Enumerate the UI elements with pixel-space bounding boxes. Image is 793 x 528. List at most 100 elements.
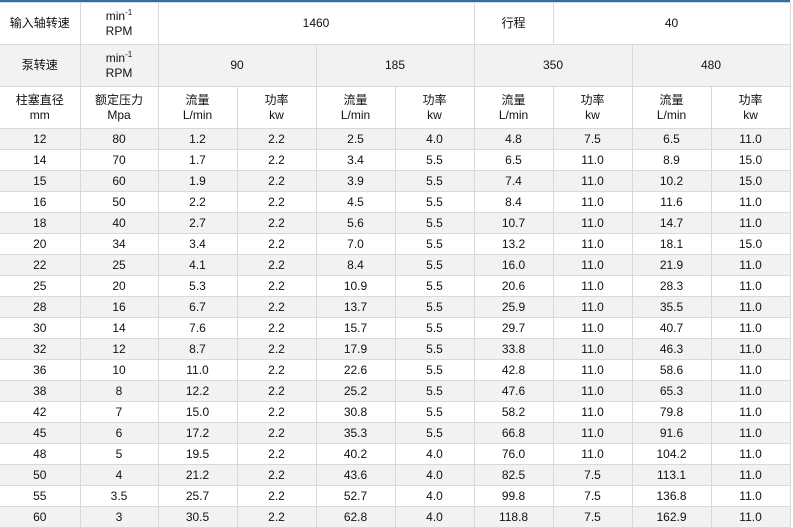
table-row: 50 4 21.2 2.2 43.6 4.0 82.5 7.5 113.1 11.0 [0, 464, 791, 486]
power-cell: 5.5 [394, 338, 475, 360]
power-cell: 4.0 [394, 464, 475, 486]
header-row-columns: 柱塞直径 mm 额定压力 Mpa 流量 L/min 功率 kw 流量 L/min 功率 kw 流量 L… [0, 86, 791, 129]
plunger-diameter-cell: 30 [0, 317, 81, 339]
power-cell: 5.5 [394, 275, 475, 297]
flow-cell: 43.6 [315, 464, 396, 486]
power-cell: 11.0 [552, 422, 633, 444]
flow-cell: 47.6 [473, 380, 554, 402]
power-cell: 5.5 [394, 254, 475, 276]
flow-cell: 42.8 [473, 359, 554, 381]
power-cell: 11.0 [552, 359, 633, 381]
power-cell: 11.0 [552, 233, 633, 255]
rated-pressure-header: 额定压力 Mpa [79, 86, 159, 129]
power-cell: 7.5 [552, 485, 633, 507]
table-row: 20 34 3.4 2.2 7.0 5.5 13.2 11.0 18.1 15.0 [0, 233, 791, 255]
input-speed-value: 1460 [157, 2, 475, 45]
flow-cell: 21.2 [157, 464, 238, 486]
power-cell: 2.2 [236, 233, 317, 255]
power-cell: 2.2 [236, 170, 317, 192]
pump-speed-value: 480 [631, 44, 791, 87]
flow-cell: 40.7 [631, 317, 712, 339]
power-cell: 2.2 [236, 359, 317, 381]
flow-cell: 3.4 [157, 233, 238, 255]
flow-cell: 21.9 [631, 254, 712, 276]
flow-cell: 4.5 [315, 191, 396, 213]
flow-cell: 25.2 [315, 380, 396, 402]
power-cell: 11.0 [710, 380, 791, 402]
flow-cell: 4.1 [157, 254, 238, 276]
table-row: 55 3.5 25.7 2.2 52.7 4.0 99.8 7.5 136.8 11.0 [0, 485, 791, 507]
flow-cell: 8.4 [315, 254, 396, 276]
flow-cell: 15.7 [315, 317, 396, 339]
flow-cell: 2.5 [315, 128, 396, 150]
flow-cell: 1.9 [157, 170, 238, 192]
table-row: 25 20 5.3 2.2 10.9 5.5 20.6 11.0 28.3 11.0 [0, 275, 791, 297]
power-cell: 11.0 [710, 212, 791, 234]
plunger-diameter-cell: 14 [0, 149, 81, 171]
flow-cell: 58.2 [473, 401, 554, 423]
power-cell: 2.2 [236, 464, 317, 486]
flow-cell: 66.8 [473, 422, 554, 444]
flow-cell: 15.0 [157, 401, 238, 423]
flow-cell: 8.9 [631, 149, 712, 171]
flow-cell: 1.7 [157, 149, 238, 171]
flow-cell: 4.8 [473, 128, 554, 150]
power-cell: 15.0 [710, 149, 791, 171]
power-cell: 11.0 [552, 191, 633, 213]
flow-cell: 7.0 [315, 233, 396, 255]
input-speed-label: 输入轴转速 [0, 2, 81, 45]
flow-cell: 29.7 [473, 317, 554, 339]
table-row: 15 60 1.9 2.2 3.9 5.5 7.4 11.0 10.2 15.0 [0, 170, 791, 192]
flow-cell: 8.4 [473, 191, 554, 213]
power-cell: 2.2 [236, 380, 317, 402]
plunger-diameter-cell: 36 [0, 359, 81, 381]
power-cell: 5.5 [394, 359, 475, 381]
flow-header: 流量 L/min [631, 86, 712, 129]
flow-cell: 113.1 [631, 464, 712, 486]
rated-pressure-cell: 6 [79, 422, 159, 444]
power-cell: 2.2 [236, 296, 317, 318]
flow-cell: 5.6 [315, 212, 396, 234]
rated-pressure-cell: 70 [79, 149, 159, 171]
flow-cell: 33.8 [473, 338, 554, 360]
table-row: 28 16 6.7 2.2 13.7 5.5 25.9 11.0 35.5 11.0 [0, 296, 791, 318]
rated-pressure-cell: 60 [79, 170, 159, 192]
flow-cell: 6.5 [631, 128, 712, 150]
flow-cell: 13.7 [315, 296, 396, 318]
flow-cell: 52.7 [315, 485, 396, 507]
plunger-diameter-cell: 28 [0, 296, 81, 318]
rated-pressure-cell: 12 [79, 338, 159, 360]
table-row: 22 25 4.1 2.2 8.4 5.5 16.0 11.0 21.9 11.0 [0, 254, 791, 276]
power-cell: 11.0 [710, 254, 791, 276]
flow-cell: 2.2 [157, 191, 238, 213]
power-cell: 5.5 [394, 422, 475, 444]
flow-cell: 58.6 [631, 359, 712, 381]
flow-cell: 76.0 [473, 443, 554, 465]
flow-cell: 28.3 [631, 275, 712, 297]
flow-cell: 20.6 [473, 275, 554, 297]
plunger-diameter-cell: 45 [0, 422, 81, 444]
power-cell: 11.0 [710, 191, 791, 213]
flow-cell: 19.5 [157, 443, 238, 465]
rated-pressure-cell: 7 [79, 401, 159, 423]
power-cell: 11.0 [552, 443, 633, 465]
flow-cell: 5.3 [157, 275, 238, 297]
plunger-diameter-cell: 22 [0, 254, 81, 276]
power-cell: 11.0 [552, 401, 633, 423]
flow-cell: 46.3 [631, 338, 712, 360]
plunger-diameter-cell: 15 [0, 170, 81, 192]
flow-cell: 6.5 [473, 149, 554, 171]
rated-pressure-cell: 40 [79, 212, 159, 234]
flow-cell: 11.6 [631, 191, 712, 213]
stroke-label: 行程 [473, 2, 554, 45]
flow-cell: 25.9 [473, 296, 554, 318]
flow-cell: 13.2 [473, 233, 554, 255]
table-row: 42 7 15.0 2.2 30.8 5.5 58.2 11.0 79.8 11.0 [0, 401, 791, 423]
power-cell: 11.0 [710, 464, 791, 486]
power-cell: 4.0 [394, 506, 475, 528]
flow-cell: 40.2 [315, 443, 396, 465]
flow-cell: 62.8 [315, 506, 396, 528]
power-cell: 5.5 [394, 233, 475, 255]
power-cell: 4.0 [394, 485, 475, 507]
power-cell: 2.2 [236, 443, 317, 465]
